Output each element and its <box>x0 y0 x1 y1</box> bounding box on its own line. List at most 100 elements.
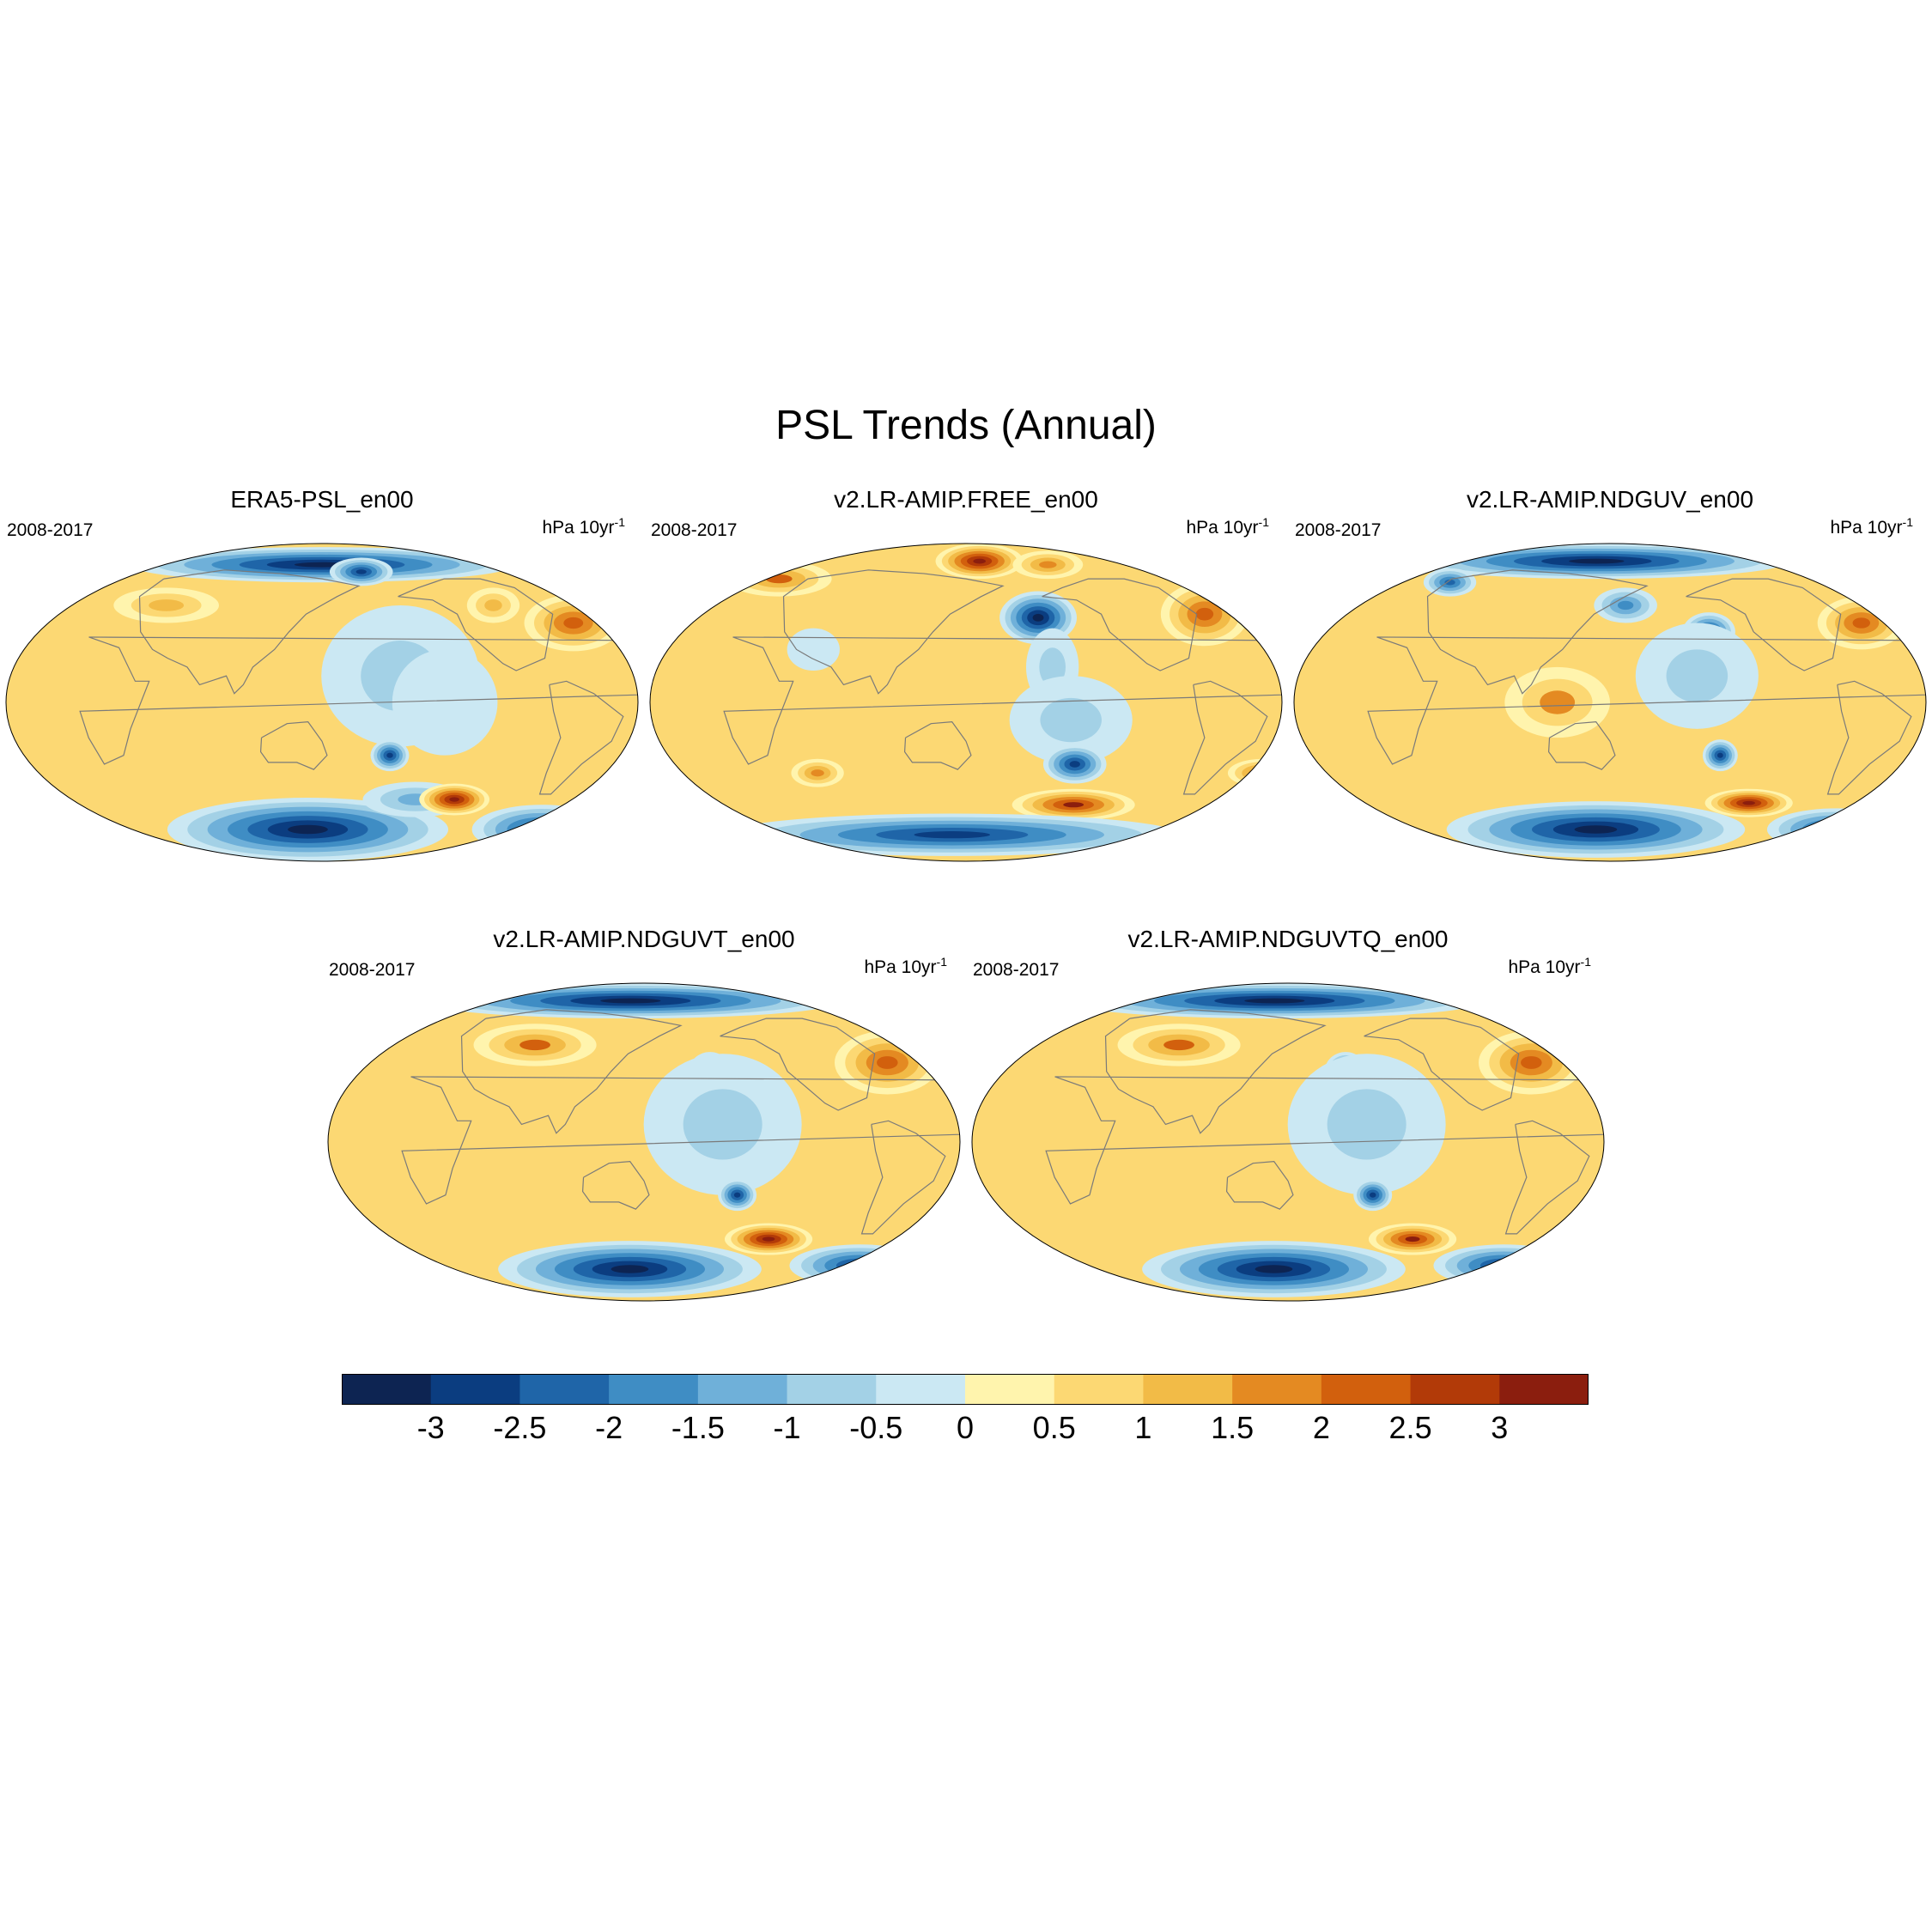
trend-contour <box>1255 1265 1293 1273</box>
map-border <box>5 543 639 862</box>
panel-period: 2008-2017 <box>329 960 416 980</box>
trend-contour <box>355 569 367 574</box>
coastline <box>720 1018 876 1111</box>
trend-contour <box>787 628 840 671</box>
trend-contour <box>507 817 578 842</box>
colorbar-swatch <box>876 1374 966 1405</box>
trend-contour <box>1801 818 1873 841</box>
trend-contour <box>762 1236 775 1242</box>
trend-contour <box>484 599 502 611</box>
colorbar-swatch <box>965 1374 1055 1405</box>
panel-period: 2008-2017 <box>973 960 1060 980</box>
coastline <box>79 636 638 765</box>
trend-contour <box>1040 697 1102 743</box>
trend-contour <box>1927 729 1932 764</box>
colorbar-label: 3 <box>1491 1410 1509 1445</box>
colorbar-swatch <box>1054 1374 1144 1405</box>
trend-contour <box>1244 998 1305 1004</box>
colorbar-label: 1.5 <box>1211 1410 1255 1445</box>
panel-title: v2.LR-AMIP.NDGUVT_en00 <box>493 926 795 952</box>
trend-contour <box>1405 1236 1420 1242</box>
map-field <box>972 983 1604 1301</box>
trend-contour <box>1540 690 1576 714</box>
map-border <box>327 982 961 1302</box>
coastline <box>903 720 972 770</box>
coastline <box>723 636 1282 765</box>
coastline <box>1426 569 1649 695</box>
map-panel: v2.LR-AMIP.NDGUV_en00 2008-2017 hPa 10yr… <box>1288 486 1932 877</box>
trend-contour <box>611 1265 649 1273</box>
colorbar-label: -2.5 <box>493 1410 547 1445</box>
trend-contour <box>765 574 793 584</box>
coastline <box>1686 578 1842 671</box>
map-field <box>328 983 960 1301</box>
trend-contour <box>1492 1261 1516 1269</box>
trend-contour <box>848 1261 872 1269</box>
colorbar-swatch <box>1143 1374 1233 1405</box>
trend-contour <box>914 831 991 839</box>
trend-contour <box>1032 613 1044 622</box>
trend-contour <box>530 825 554 834</box>
trend-contour <box>1790 815 1885 844</box>
map-field <box>650 544 1282 861</box>
coastline <box>460 1009 683 1134</box>
colorbar-swatch <box>1499 1374 1589 1405</box>
panel-period: 2008-2017 <box>1295 520 1382 540</box>
trend-contour <box>877 1056 898 1069</box>
colorbar-swatch <box>609 1374 699 1405</box>
trend-contour <box>1716 752 1723 758</box>
panel-units: hPa 10yr-1 <box>542 515 625 538</box>
colorbar-swatch <box>430 1374 520 1405</box>
coastline <box>398 578 554 671</box>
panel-units: hPa 10yr-1 <box>1508 955 1591 977</box>
map-border <box>971 982 1605 1302</box>
trend-contour <box>1369 1192 1376 1198</box>
panel-units: hPa 10yr-1 <box>1186 515 1269 538</box>
trend-contour <box>563 617 584 629</box>
colorbar-label: 2.5 <box>1388 1410 1432 1445</box>
coastline <box>782 569 1005 695</box>
colorbar-swatch <box>697 1374 788 1405</box>
figure-title: PSL Trends (Annual) <box>775 403 1157 448</box>
trend-contour <box>973 558 986 564</box>
coastline <box>1504 1120 1590 1235</box>
colorbar-label: 0 <box>956 1410 975 1445</box>
trend-contour <box>1814 822 1861 837</box>
trend-contour <box>1444 579 1455 586</box>
map-panel: ERA5-PSL_en00 2008-2017 hPa 10yr-1 <box>0 486 644 877</box>
trend-contour <box>1826 825 1850 834</box>
trend-contour <box>386 752 393 758</box>
trend-contour <box>1063 802 1084 808</box>
panel-period: 2008-2017 <box>7 520 94 540</box>
trend-contour <box>1574 825 1618 834</box>
panel-units: hPa 10yr-1 <box>1830 515 1913 538</box>
map-canvas <box>5 543 639 862</box>
colorbar-label: 2 <box>1312 1410 1330 1445</box>
colorbar-label: -3 <box>416 1410 445 1445</box>
trend-contour <box>1666 649 1728 702</box>
trend-contour <box>1163 1039 1194 1051</box>
colorbar <box>342 1374 1589 1405</box>
coastline <box>259 720 328 770</box>
map-canvas <box>971 982 1605 1302</box>
coastline <box>401 1076 960 1205</box>
coastline <box>138 569 361 695</box>
map-field <box>1294 544 1932 861</box>
trend-contour <box>600 998 661 1004</box>
trend-contour <box>1039 561 1057 568</box>
map-panel: v2.LR-AMIP.NDGUVTQ_en00 2008-2017 hPa 10… <box>966 926 1610 1316</box>
coastline <box>1045 1076 1604 1205</box>
map-panel: v2.LR-AMIP.NDGUVT_en00 2008-2017 hPa 10y… <box>322 926 966 1316</box>
colorbar-swatch <box>519 1374 610 1405</box>
panel-period: 2008-2017 <box>651 520 738 540</box>
trend-contour <box>392 649 498 756</box>
colorbar-label: 1 <box>1134 1410 1152 1445</box>
map-field <box>6 544 638 861</box>
trend-contour <box>1255 769 1270 776</box>
coastline <box>1826 680 1912 795</box>
trend-contour <box>1242 764 1282 782</box>
panel-units: hPa 10yr-1 <box>864 955 947 977</box>
panel-title: v2.LR-AMIP.NDGUV_en00 <box>1466 486 1754 513</box>
colorbar-label: -0.5 <box>849 1410 903 1445</box>
panel-title: v2.LR-AMIP.FREE_en00 <box>834 486 1098 513</box>
